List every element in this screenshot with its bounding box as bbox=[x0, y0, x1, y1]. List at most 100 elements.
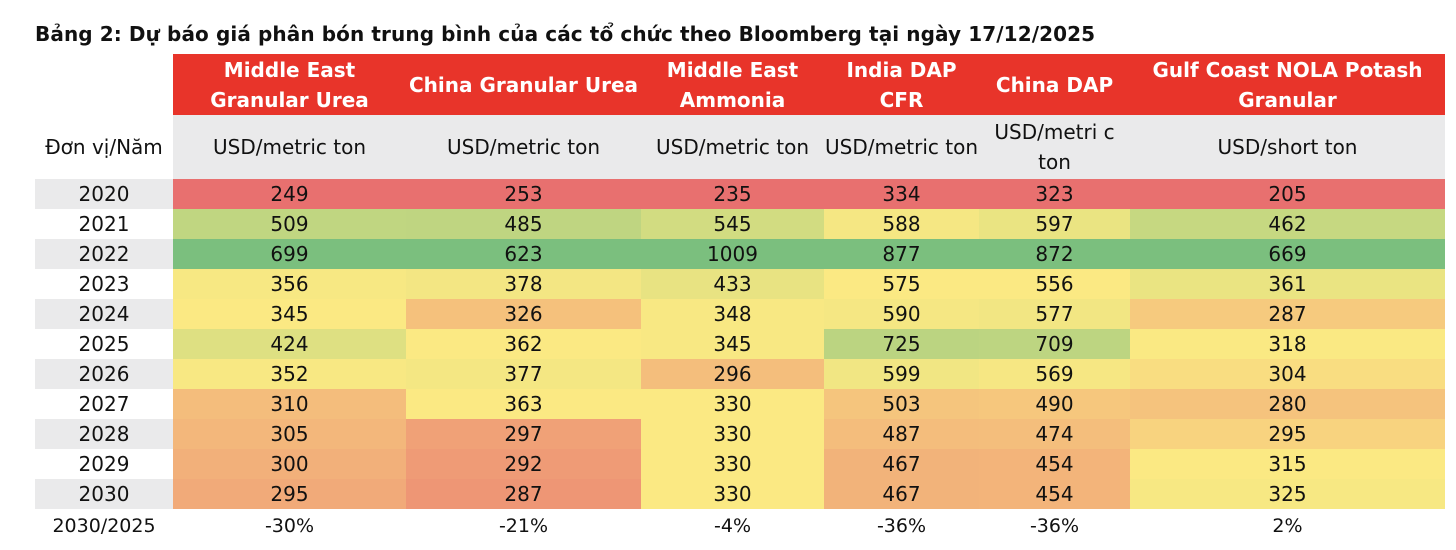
value-cell: 545 bbox=[641, 209, 824, 239]
value-cell: 292 bbox=[406, 449, 641, 479]
value-cell: 577 bbox=[979, 299, 1130, 329]
value-cell: 725 bbox=[824, 329, 979, 359]
table-row: 2030 295 287 330 467 454 325 bbox=[35, 479, 1445, 509]
value-cell: 334 bbox=[824, 179, 979, 209]
value-cell: 575 bbox=[824, 269, 979, 299]
value-cell: 348 bbox=[641, 299, 824, 329]
column-header: Middle East Granular Urea bbox=[173, 54, 406, 115]
value-cell: 318 bbox=[1130, 329, 1445, 359]
value-cell: 305 bbox=[173, 419, 406, 449]
value-cell: 877 bbox=[824, 239, 979, 269]
value-cell: 330 bbox=[641, 449, 824, 479]
year-cell: 2022 bbox=[35, 239, 173, 269]
value-cell: 709 bbox=[979, 329, 1130, 359]
value-cell: 295 bbox=[173, 479, 406, 509]
value-cell: 377 bbox=[406, 359, 641, 389]
year-cell: 2030 bbox=[35, 479, 173, 509]
value-cell: 325 bbox=[1130, 479, 1445, 509]
value-cell: 323 bbox=[979, 179, 1130, 209]
value-cell: 363 bbox=[406, 389, 641, 419]
year-cell: 2024 bbox=[35, 299, 173, 329]
table-row: 2027 310 363 330 503 490 280 bbox=[35, 389, 1445, 419]
column-header: India DAP CFR bbox=[824, 54, 979, 115]
value-cell: 454 bbox=[979, 479, 1130, 509]
unit-cell: USD/metric ton bbox=[173, 115, 406, 179]
value-cell: 235 bbox=[641, 179, 824, 209]
change-cell: 2% bbox=[1130, 509, 1445, 543]
change-label: 2030/2025 bbox=[35, 509, 173, 543]
value-cell: 872 bbox=[979, 239, 1130, 269]
table-row: 2020 249 253 235 334 323 205 bbox=[35, 179, 1445, 209]
value-cell: 503 bbox=[824, 389, 979, 419]
value-cell: 669 bbox=[1130, 239, 1445, 269]
unit-cell: USD/metric ton bbox=[406, 115, 641, 179]
value-cell: 1009 bbox=[641, 239, 824, 269]
value-cell: 433 bbox=[641, 269, 824, 299]
value-cell: 356 bbox=[173, 269, 406, 299]
value-cell: 310 bbox=[173, 389, 406, 419]
change-cell: -21% bbox=[406, 509, 641, 543]
change-cell: -4% bbox=[641, 509, 824, 543]
column-header: Middle East Ammonia bbox=[641, 54, 824, 115]
change-cell: -30% bbox=[173, 509, 406, 543]
value-cell: 454 bbox=[979, 449, 1130, 479]
value-cell: 296 bbox=[641, 359, 824, 389]
value-cell: 378 bbox=[406, 269, 641, 299]
unit-cell: USD/short ton bbox=[1130, 115, 1445, 179]
value-cell: 315 bbox=[1130, 449, 1445, 479]
year-cell: 2028 bbox=[35, 419, 173, 449]
value-cell: 699 bbox=[173, 239, 406, 269]
unit-cell: USD/metric ton bbox=[641, 115, 824, 179]
year-cell: 2021 bbox=[35, 209, 173, 239]
value-cell: 485 bbox=[406, 209, 641, 239]
change-row: 2030/2025 -30% -21% -4% -36% -36% 2% bbox=[35, 509, 1445, 543]
row-label-header: Đơn vị/Năm bbox=[35, 115, 173, 179]
change-cell: -36% bbox=[824, 509, 979, 543]
value-cell: 280 bbox=[1130, 389, 1445, 419]
value-cell: 304 bbox=[1130, 359, 1445, 389]
value-cell: 330 bbox=[641, 419, 824, 449]
value-cell: 253 bbox=[406, 179, 641, 209]
column-header: China DAP bbox=[979, 54, 1130, 115]
value-cell: 345 bbox=[641, 329, 824, 359]
table-row: 2025 424 362 345 725 709 318 bbox=[35, 329, 1445, 359]
value-cell: 345 bbox=[173, 299, 406, 329]
value-cell: 569 bbox=[979, 359, 1130, 389]
value-cell: 490 bbox=[979, 389, 1130, 419]
year-cell: 2023 bbox=[35, 269, 173, 299]
value-cell: 424 bbox=[173, 329, 406, 359]
year-cell: 2027 bbox=[35, 389, 173, 419]
value-cell: 300 bbox=[173, 449, 406, 479]
year-cell: 2025 bbox=[35, 329, 173, 359]
year-cell: 2020 bbox=[35, 179, 173, 209]
value-cell: 487 bbox=[824, 419, 979, 449]
value-cell: 352 bbox=[173, 359, 406, 389]
fertilizer-price-table: Middle East Granular Urea China Granular… bbox=[35, 54, 1445, 543]
table-row: 2022 699 623 1009 877 872 669 bbox=[35, 239, 1445, 269]
value-cell: 588 bbox=[824, 209, 979, 239]
value-cell: 474 bbox=[979, 419, 1130, 449]
value-cell: 590 bbox=[824, 299, 979, 329]
change-cell: -36% bbox=[979, 509, 1130, 543]
column-header-row: Middle East Granular Urea China Granular… bbox=[35, 54, 1445, 115]
value-cell: 361 bbox=[1130, 269, 1445, 299]
value-cell: 467 bbox=[824, 449, 979, 479]
table-row: 2021 509 485 545 588 597 462 bbox=[35, 209, 1445, 239]
value-cell: 509 bbox=[173, 209, 406, 239]
value-cell: 297 bbox=[406, 419, 641, 449]
value-cell: 205 bbox=[1130, 179, 1445, 209]
value-cell: 597 bbox=[979, 209, 1130, 239]
value-cell: 326 bbox=[406, 299, 641, 329]
value-cell: 287 bbox=[1130, 299, 1445, 329]
value-cell: 623 bbox=[406, 239, 641, 269]
value-cell: 295 bbox=[1130, 419, 1445, 449]
value-cell: 249 bbox=[173, 179, 406, 209]
value-cell: 599 bbox=[824, 359, 979, 389]
table-row: 2028 305 297 330 487 474 295 bbox=[35, 419, 1445, 449]
value-cell: 362 bbox=[406, 329, 641, 359]
value-cell: 330 bbox=[641, 389, 824, 419]
value-cell: 330 bbox=[641, 479, 824, 509]
table-row: 2029 300 292 330 467 454 315 bbox=[35, 449, 1445, 479]
column-header: Gulf Coast NOLA Potash Granular bbox=[1130, 54, 1445, 115]
table-row: 2024 345 326 348 590 577 287 bbox=[35, 299, 1445, 329]
